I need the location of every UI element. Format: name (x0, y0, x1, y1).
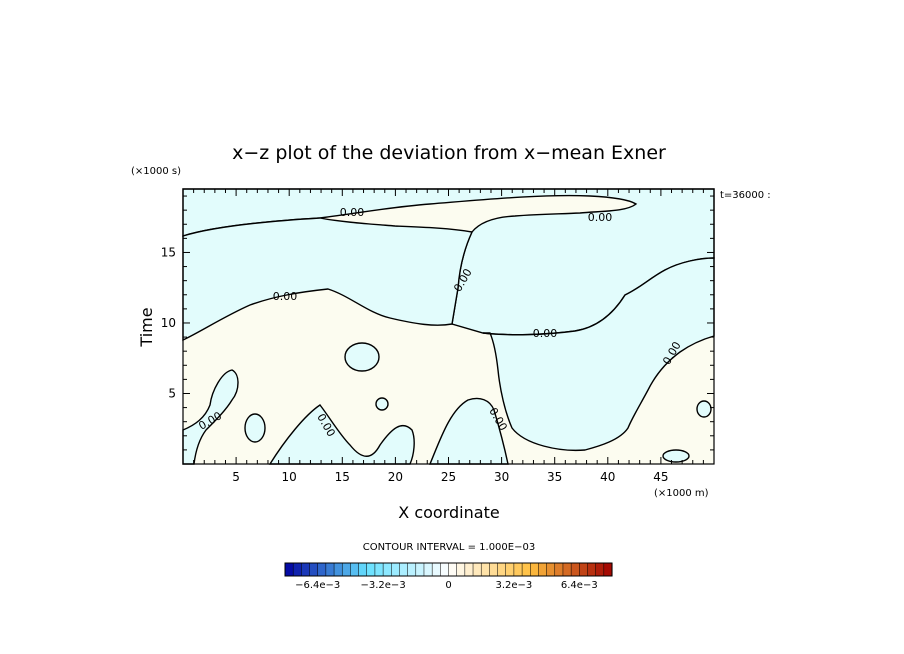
colorbar-cell (472, 562, 482, 577)
colorbar-cell (415, 562, 425, 577)
negative-region-right (482, 257, 715, 452)
x-tick-label: 40 (600, 470, 615, 484)
y-tick-label: 15 (161, 245, 176, 259)
colorbar-cell (366, 562, 376, 577)
colorbar-cell (464, 562, 474, 577)
colorbar-cell (562, 562, 572, 577)
x-tick-label: 15 (335, 470, 350, 484)
colorbar-cell (301, 562, 311, 577)
colorbar-cell (497, 562, 507, 577)
colorbar-cell (603, 562, 613, 577)
x-units-label: (×1000 m) (654, 488, 709, 499)
colorbar-cell (554, 562, 564, 577)
colorbar-cell (513, 562, 523, 577)
negative-island-5 (662, 449, 690, 463)
colorbar-cell (480, 562, 490, 577)
x-tick-label: 35 (547, 470, 562, 484)
negative-island-4 (696, 400, 712, 418)
colorbar-cell (292, 562, 302, 577)
colorbar-cell (284, 562, 294, 577)
axis-ticks (183, 189, 714, 464)
negative-region-bottom-left (182, 369, 239, 465)
colorbar-cell (350, 562, 360, 577)
colorbar-cell (325, 562, 335, 577)
colorbar-label: −3.2e−3 (361, 580, 406, 591)
colorbar-cell (358, 562, 368, 577)
colorbar-cell (579, 562, 589, 577)
colorbar-cell (309, 562, 319, 577)
x-tick-label: 20 (388, 470, 403, 484)
colorbar-cell (382, 562, 392, 577)
negative-regions (182, 188, 715, 465)
contour-interval-label: CONTOUR INTERVAL = 1.000E−03 (363, 542, 535, 553)
contour-label: 0.00 (273, 290, 298, 303)
colorbar-labels: −6.4e−3 −3.2e−3 0 3.2e−3 6.4e−3 (295, 580, 598, 591)
colorbar-cell (317, 562, 327, 577)
colorbar-cell (538, 562, 548, 577)
colorbar-label: −6.4e−3 (295, 580, 340, 591)
x-tick-label: 5 (232, 470, 240, 484)
colorbar-cell (587, 562, 597, 577)
y-tick-label: 10 (161, 316, 176, 330)
colorbar-cell (570, 562, 580, 577)
plot-area: 0.00 0.00 0.00 0.00 0.00 0.00 0.00 0.00 … (161, 188, 715, 484)
colorbar-cell (440, 562, 450, 577)
colorbar-cell (505, 562, 515, 577)
colorbar-label: 6.4e−3 (561, 580, 598, 591)
time-label: t=36000 : (720, 190, 771, 201)
colorbar-cell (546, 562, 556, 577)
negative-region-bottom-center (428, 397, 509, 465)
colorbar-cell (399, 562, 409, 577)
colorbar-cell (341, 562, 351, 577)
colorbar-cell (423, 562, 433, 577)
colorbar-label: 3.2e−3 (496, 580, 533, 591)
x-tick-label: 10 (282, 470, 297, 484)
colorbar-cell (530, 562, 539, 577)
colorbar (284, 562, 613, 577)
colorbar-cell (521, 562, 531, 577)
y-axis-label: Time (137, 307, 156, 347)
colorbar-cell (374, 562, 384, 577)
contour-label: 0.00 (340, 206, 365, 219)
negative-region-left (182, 217, 474, 342)
colorbar-cell (407, 562, 417, 577)
colorbar-cell (431, 562, 441, 577)
negative-island-1 (344, 342, 380, 372)
negative-island-2 (375, 397, 389, 411)
colorbar-cell (456, 562, 466, 577)
x-tick-label: 25 (441, 470, 456, 484)
colorbar-cell (489, 562, 499, 577)
colorbar-frame (284, 562, 613, 577)
x-tick-label: 45 (653, 470, 668, 484)
colorbar-cell (595, 562, 605, 577)
chart-title: x−z plot of the deviation from x−mean Ex… (232, 142, 666, 164)
y-tick-label: 5 (168, 386, 176, 400)
x-tick-label: 30 (494, 470, 509, 484)
colorbar-cell (448, 562, 458, 577)
colorbar-cell (391, 562, 400, 577)
y-tick-labels: 5 10 15 (161, 245, 176, 400)
x-tick-labels: 5 10 15 20 25 30 35 40 45 (232, 470, 668, 484)
contour-label: 0.00 (533, 327, 558, 340)
negative-island-3 (244, 413, 266, 443)
contour-label: 0.00 (588, 211, 613, 224)
colorbar-cell (333, 562, 343, 577)
y-units-label: (×1000 s) (131, 166, 181, 177)
x-axis-label: X coordinate (398, 503, 499, 522)
colorbar-label: 0 (445, 580, 451, 591)
negative-region-bottom-mid (268, 404, 415, 465)
